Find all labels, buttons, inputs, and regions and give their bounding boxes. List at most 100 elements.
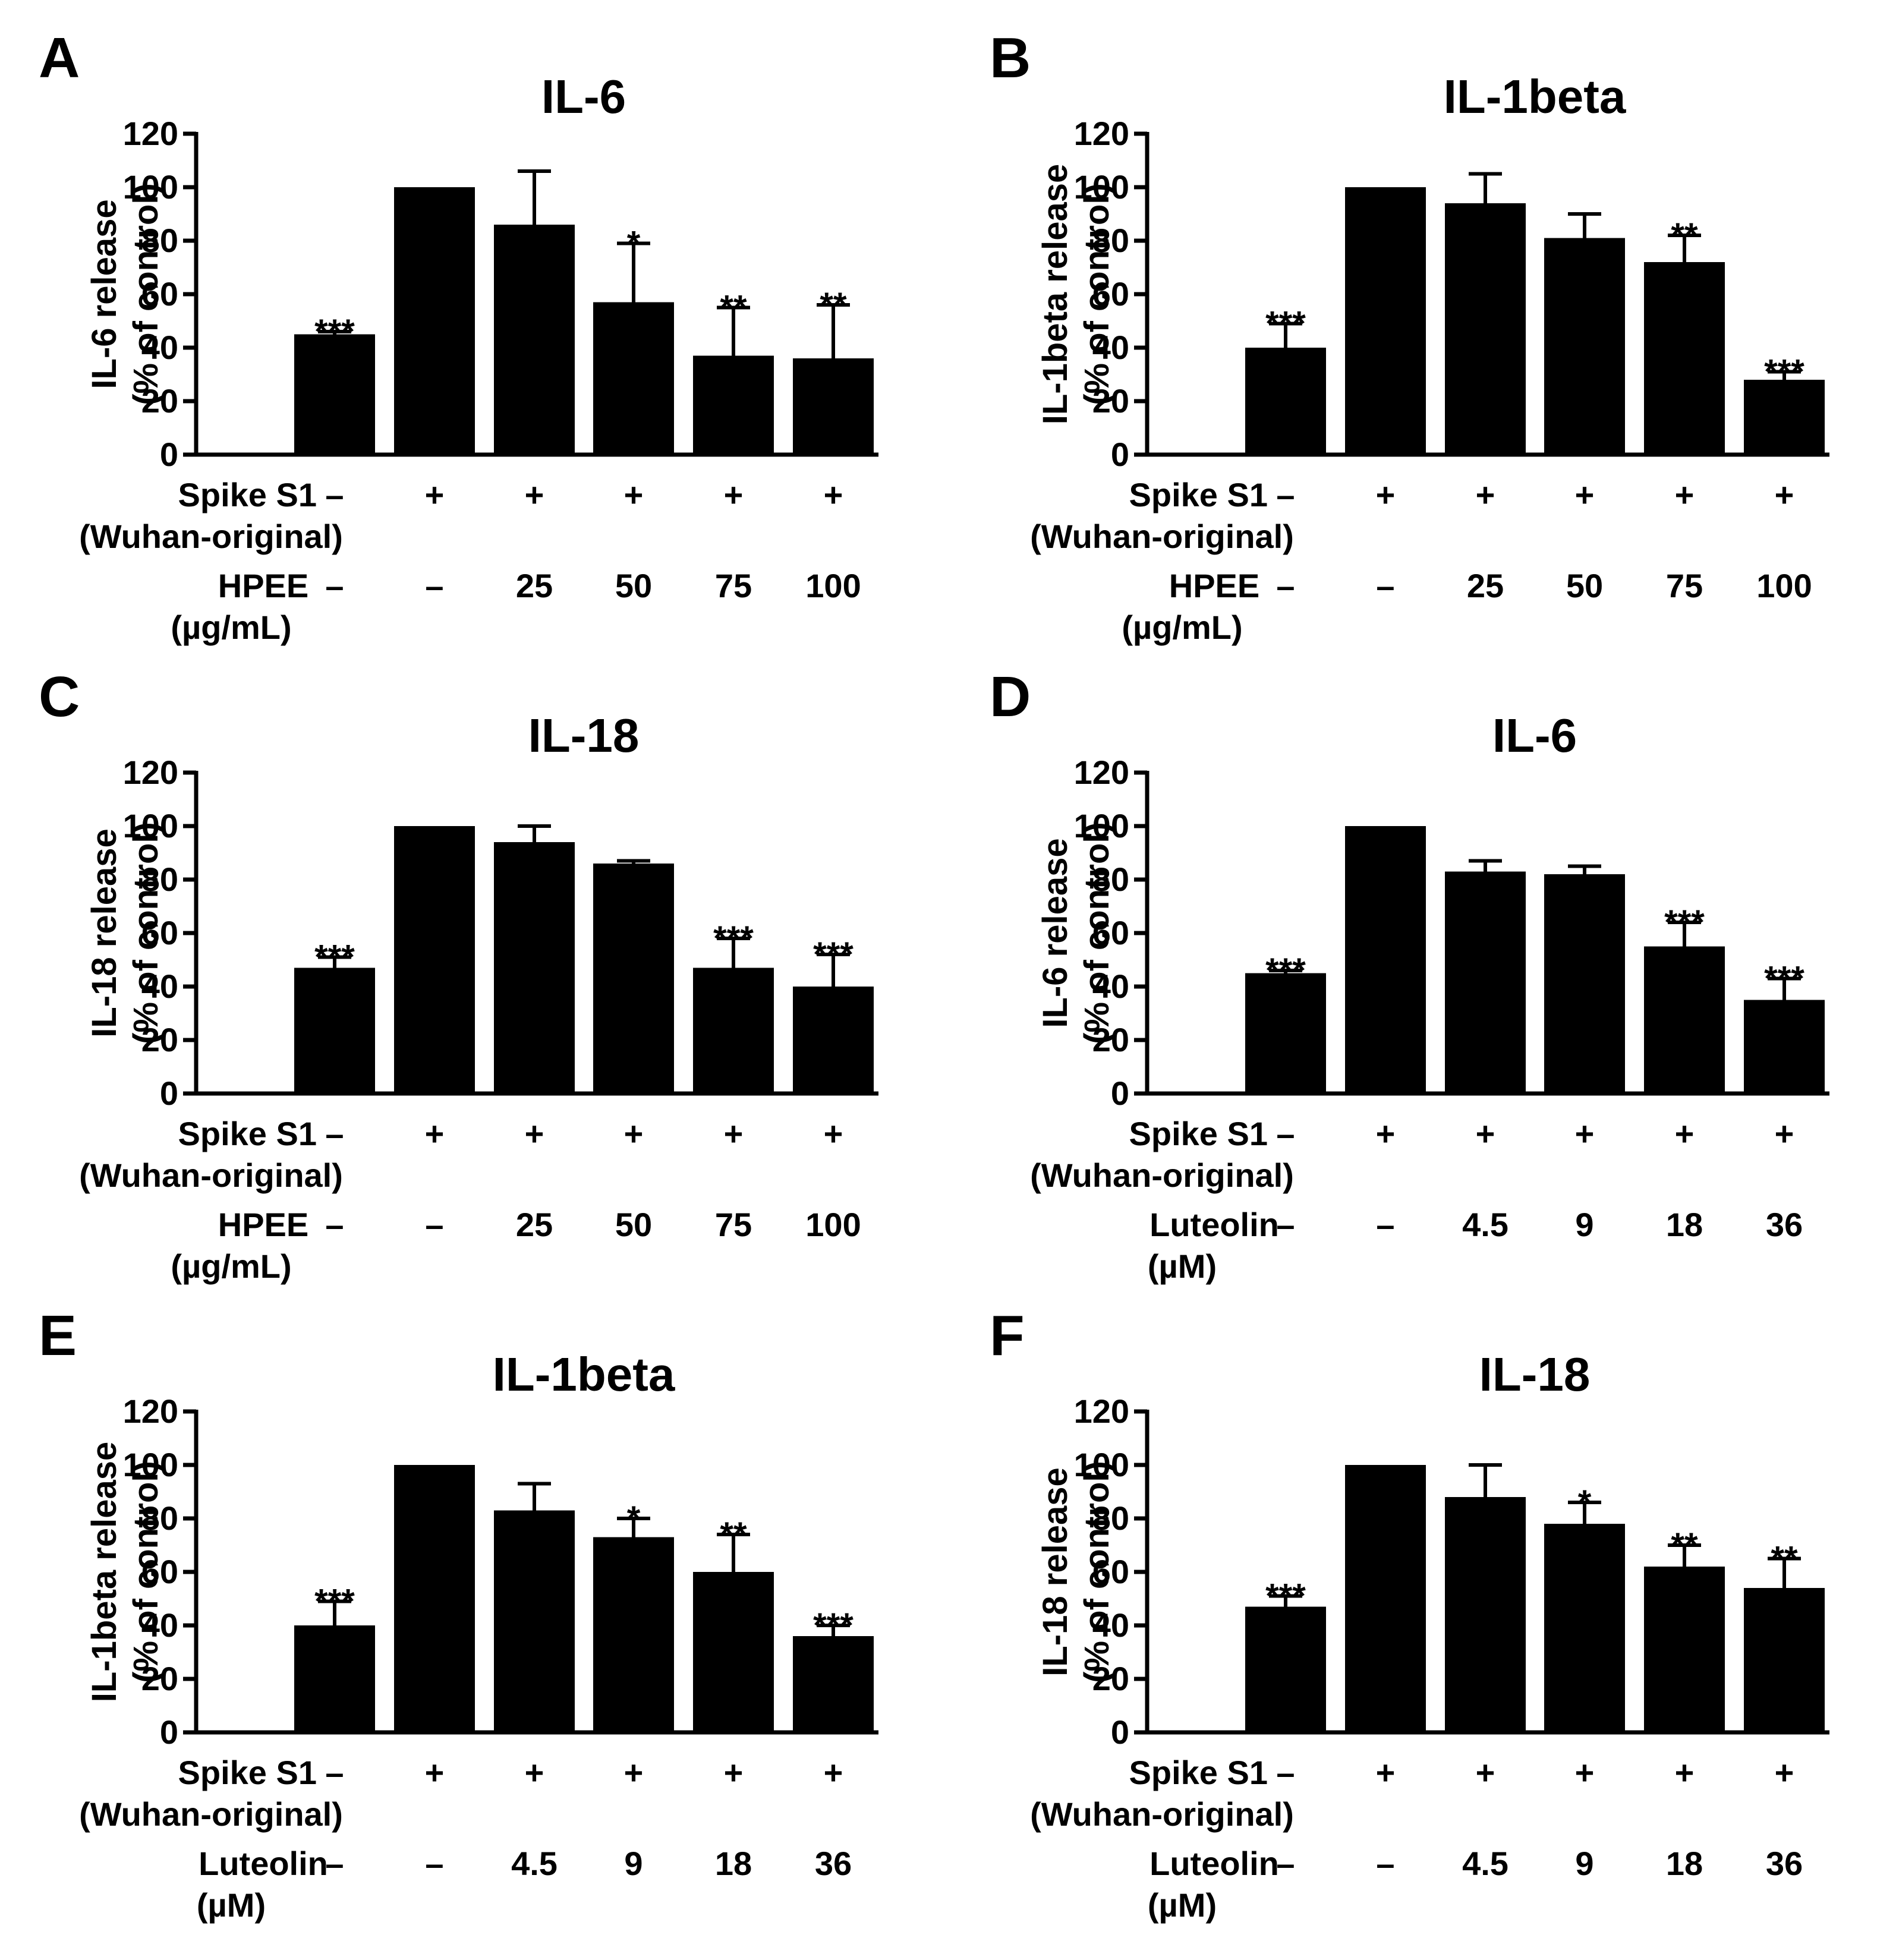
row2-value: –	[325, 567, 344, 604]
bar	[1245, 973, 1326, 1094]
row2-value: 50	[615, 1206, 652, 1243]
row1-value: +	[624, 1754, 644, 1791]
row1-sublabel: (Wuhan-original)	[79, 1157, 343, 1194]
row2-value: –	[1276, 567, 1295, 604]
y-tick-label: 40	[1092, 1606, 1129, 1644]
y-tick-label: 0	[160, 436, 178, 473]
bar	[1445, 871, 1526, 1094]
row2-label: Luteolin	[199, 1845, 328, 1882]
y-tick-label: 40	[141, 968, 178, 1005]
bar	[693, 968, 774, 1094]
y-tick-label: 120	[1074, 1392, 1129, 1430]
row2-value: 100	[805, 1206, 861, 1243]
bar	[394, 187, 475, 455]
row1-label: Spike S1	[1129, 476, 1268, 513]
row2-value: –	[425, 567, 443, 604]
row2-value: 9	[624, 1845, 643, 1882]
row1-value: +	[1775, 1754, 1794, 1791]
y-tick-label: 0	[1111, 436, 1129, 473]
bar	[294, 334, 375, 455]
row1-value: +	[1476, 1754, 1495, 1791]
panel-letter: C	[39, 665, 80, 729]
y-axis-label: IL-18 release(% of control)	[1036, 1461, 1116, 1683]
y-tick-label: 100	[1074, 1446, 1129, 1483]
panel-letter: D	[990, 665, 1031, 729]
row1-value: +	[1775, 1115, 1794, 1152]
y-axis-label-line: IL-1beta release	[85, 1442, 124, 1702]
significance-label: ***	[1265, 951, 1306, 990]
significance-label: ***	[1764, 353, 1804, 392]
panel-e: E IL-1beta IL-1beta release(% of control) 0…	[39, 1304, 878, 1924]
y-tick-label: 60	[1092, 914, 1129, 951]
chart-title: IL-1beta	[493, 1348, 675, 1401]
y-tick-label: 80	[141, 861, 178, 898]
y-tick-label: 60	[1092, 275, 1129, 313]
row2-value: –	[1376, 1206, 1394, 1243]
bar	[1345, 1465, 1426, 1732]
row2-value: 9	[1575, 1206, 1593, 1243]
bar	[1544, 1524, 1625, 1732]
row1-value: +	[525, 476, 544, 513]
significance-label: *	[627, 1499, 641, 1538]
y-tick-label: 100	[1074, 168, 1129, 206]
significance-label: *	[1578, 1483, 1592, 1522]
row1-value: +	[1575, 1115, 1595, 1152]
row2-value: 4.5	[511, 1845, 558, 1882]
row2-value: 100	[1756, 567, 1812, 604]
y-axis-label-line: IL-6 release	[85, 199, 124, 389]
bar	[1744, 380, 1825, 455]
significance-label: **	[720, 1515, 747, 1554]
y-tick-label: 80	[1092, 222, 1129, 259]
y-axis-label-line: IL-18 release	[85, 828, 124, 1037]
significance-label: ***	[314, 1583, 355, 1621]
row1-value: +	[1575, 476, 1595, 513]
row1-value: +	[1476, 476, 1495, 513]
row2-value: 36	[815, 1845, 852, 1882]
row2-value: 50	[1566, 567, 1603, 604]
y-tick-label: 20	[1092, 1660, 1129, 1697]
row2-value: –	[1376, 567, 1394, 604]
bar	[1644, 1567, 1725, 1732]
row2-value: 4.5	[1462, 1206, 1508, 1243]
y-tick-label: 100	[123, 807, 178, 844]
row2-value: 36	[1766, 1206, 1803, 1243]
row1-value: +	[1575, 1754, 1595, 1791]
bar	[294, 1625, 375, 1732]
row2-value: 75	[715, 567, 752, 604]
bar	[593, 864, 674, 1094]
y-axis-label-line: (% of control)	[127, 822, 165, 1044]
y-tick-label: 60	[141, 1553, 178, 1590]
row2-value: 75	[1666, 567, 1703, 604]
row1-value: +	[425, 1115, 445, 1152]
y-tick-label: 40	[141, 329, 178, 366]
row1-value: +	[525, 1754, 544, 1791]
row1-value: +	[624, 1115, 644, 1152]
bar	[494, 1510, 575, 1732]
bar	[1245, 1606, 1326, 1732]
significance-label: **	[1671, 1526, 1698, 1565]
significance-label: ***	[1664, 903, 1705, 942]
row2-value: 18	[715, 1845, 752, 1882]
row1-value: +	[1476, 1115, 1495, 1152]
y-tick-label: 40	[1092, 329, 1129, 366]
row1-value: +	[724, 1754, 744, 1791]
row1-value: +	[425, 1754, 445, 1791]
row1-value: +	[824, 1754, 843, 1791]
bar	[294, 968, 375, 1094]
bar	[1744, 1000, 1825, 1094]
significance-label: ***	[1265, 305, 1306, 344]
y-tick-label: 80	[141, 1499, 178, 1537]
row2-sublabel: (µM)	[1148, 1886, 1217, 1924]
y-tick-label: 40	[1092, 968, 1129, 1005]
y-tick-label: 0	[160, 1074, 178, 1112]
y-tick-label: 20	[141, 1660, 178, 1697]
row2-sublabel: (µM)	[197, 1886, 266, 1924]
bar	[793, 358, 874, 455]
bar	[1345, 187, 1426, 455]
chart-title: IL-18	[1479, 1348, 1591, 1401]
row1-value: +	[1675, 1754, 1695, 1791]
chart-title: IL-18	[528, 709, 640, 762]
panel-f: F IL-18 IL-18 release(% of control) 0 20 40 60…	[990, 1304, 1829, 1924]
y-axis-label: IL-6 release(% of control)	[85, 183, 165, 405]
bar	[1544, 874, 1625, 1094]
